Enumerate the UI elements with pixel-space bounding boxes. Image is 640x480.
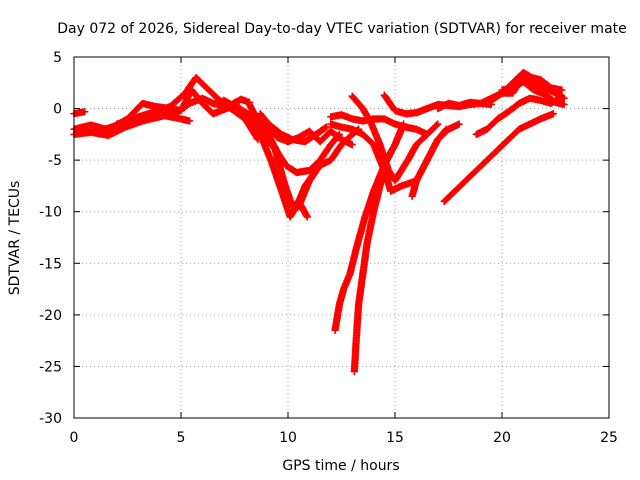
y-axis-label: SDTVAR / TECUs bbox=[7, 181, 23, 296]
series-arc-10 bbox=[262, 120, 356, 149]
series-arc-20 bbox=[440, 109, 558, 206]
x-tick-label: 5 bbox=[177, 430, 186, 446]
series-markers bbox=[348, 92, 431, 185]
y-tick-label: -20 bbox=[39, 308, 62, 324]
y-tick-label: 0 bbox=[53, 102, 62, 118]
x-tick-label: 25 bbox=[600, 430, 618, 446]
series-markers bbox=[294, 125, 363, 211]
series-layer bbox=[70, 68, 568, 376]
series-markers bbox=[245, 100, 344, 177]
x-tick-labels: 0 5 10 15 20 25 bbox=[70, 430, 618, 446]
x-tick-label: 10 bbox=[279, 430, 297, 446]
x-axis-label: GPS time / hours bbox=[282, 458, 399, 474]
series-markers bbox=[498, 78, 568, 109]
plot-frame bbox=[73, 56, 610, 419]
y-tick-label: -25 bbox=[39, 359, 62, 375]
y-tick-label: -15 bbox=[39, 256, 62, 272]
x-tick-label: 15 bbox=[386, 430, 404, 446]
tick-layer bbox=[73, 56, 610, 419]
x-tick-label: 0 bbox=[70, 430, 79, 446]
series-arc-5 bbox=[113, 111, 194, 128]
series-markers bbox=[113, 111, 194, 128]
y-tick-label: -10 bbox=[39, 205, 62, 221]
y-tick-label: -5 bbox=[48, 153, 62, 169]
y-tick-label: 5 bbox=[53, 50, 62, 66]
series-arc-16 bbox=[350, 125, 406, 376]
series-arc-11 bbox=[294, 125, 363, 211]
x-tick-label: 20 bbox=[493, 430, 511, 446]
chart-title: Day 072 of 2026, Sidereal Day-to-day VTE… bbox=[57, 21, 627, 37]
y-tick-labels: -30 -25 -20 -15 -10 -5 0 5 bbox=[39, 50, 62, 427]
series-markers bbox=[408, 120, 463, 200]
series-markers bbox=[262, 120, 356, 149]
series-arc-8 bbox=[245, 100, 344, 177]
series-markers bbox=[350, 125, 406, 376]
series-arc-18 bbox=[408, 120, 463, 200]
series-markers bbox=[440, 109, 558, 206]
series-arc-23 bbox=[498, 78, 568, 109]
y-tick-label: -30 bbox=[39, 411, 62, 427]
series-arc-15 bbox=[348, 92, 431, 185]
